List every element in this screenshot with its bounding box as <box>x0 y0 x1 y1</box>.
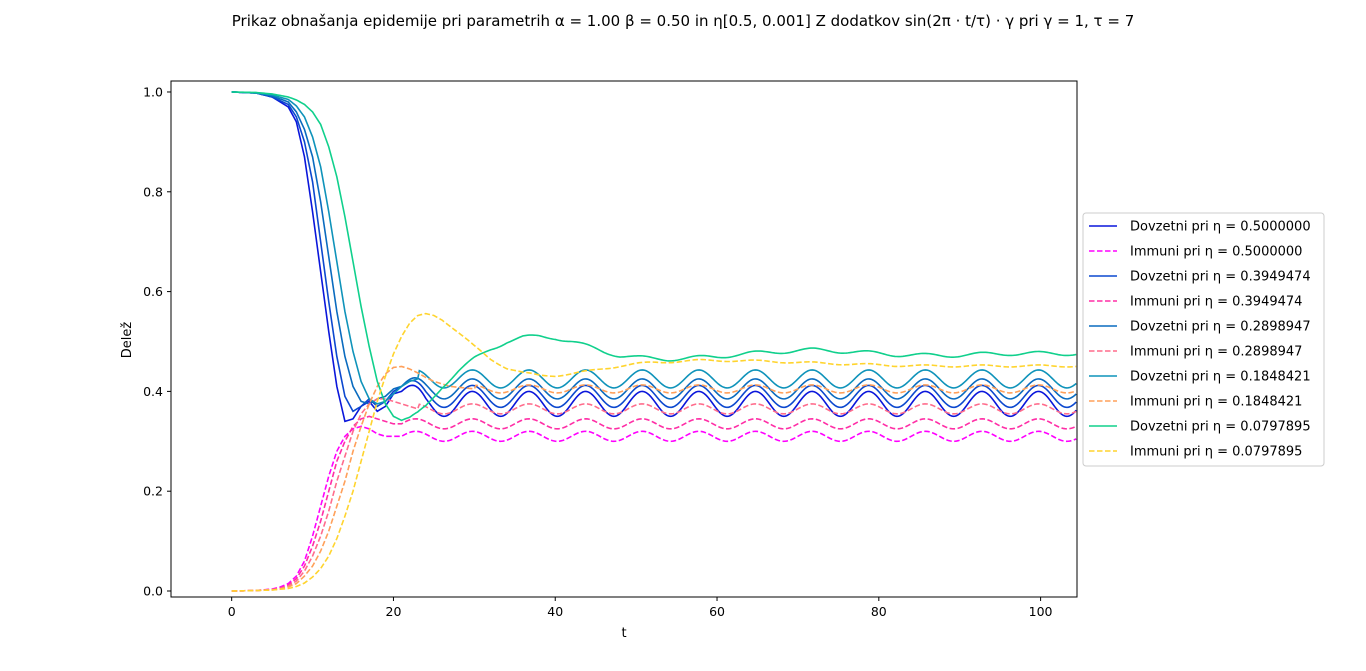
series-line-3 <box>231 91 1077 413</box>
legend-box <box>1082 212 1325 467</box>
x-tick-label: 0 <box>228 604 236 619</box>
series-line-10 <box>231 312 1077 592</box>
legend-label: Dovzetni pri η = 0.0797895 <box>1130 420 1311 435</box>
series-line-1 <box>231 91 1077 423</box>
axes-frame <box>170 80 1078 598</box>
chart-title: Prikaz obnašanja epidemije pri parametri… <box>231 12 1135 30</box>
y-tick-label: 0.2 <box>143 484 163 499</box>
x-tick-label: 60 <box>709 604 725 619</box>
y-tick-label: 0.0 <box>143 584 163 599</box>
y-tick-label: 0.4 <box>143 384 163 399</box>
legend-label: Dovzetni pri η = 0.3949474 <box>1130 270 1311 285</box>
legend-label: Immuni pri η = 0.5000000 <box>1130 245 1302 260</box>
y-tick-label: 1.0 <box>143 84 163 99</box>
series-line-2 <box>231 425 1077 592</box>
series-line-8 <box>231 365 1077 592</box>
y-tick-label: 0.8 <box>143 184 163 199</box>
series-line-7 <box>231 91 1077 405</box>
legend: Dovzetni pri η = 0.5000000 Immuni pri η =… <box>1082 212 1325 467</box>
legend-label: Immuni pri η = 0.3949474 <box>1130 295 1302 310</box>
legend-label: Immuni pri η = 0.2898947 <box>1130 345 1302 360</box>
y-tick-label: 0.6 <box>143 284 163 299</box>
series-layer <box>231 91 1077 592</box>
x-tick-label: 40 <box>547 604 563 619</box>
legend-label: Immuni pri η = 0.1848421 <box>1130 395 1302 410</box>
x-tick-label: 20 <box>386 604 402 619</box>
series-line-4 <box>231 415 1077 592</box>
legend-label: Dovzetni pri η = 0.1848421 <box>1130 370 1311 385</box>
series-line-5 <box>231 91 1077 405</box>
series-line-9 <box>231 91 1077 422</box>
legend-label: Dovzetni pri η = 0.5000000 <box>1130 220 1311 235</box>
y-axis-label: Delež <box>120 322 135 359</box>
x-tick-label: 100 <box>1029 604 1053 619</box>
x-tick-label: 80 <box>871 604 887 619</box>
ticks-layer: 0 20 40 60 80 100 0.0 0.2 0.4 0.6 0.8 1.0 <box>143 84 1052 619</box>
x-axis-label: t <box>621 626 626 641</box>
legend-label: Immuni pri η = 0.0797895 <box>1130 445 1302 460</box>
legend-label: Dovzetni pri η = 0.2898947 <box>1130 320 1311 335</box>
